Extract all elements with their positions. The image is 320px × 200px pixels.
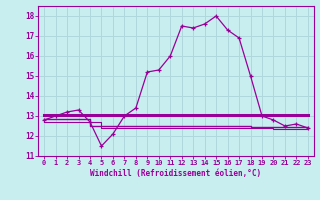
X-axis label: Windchill (Refroidissement éolien,°C): Windchill (Refroidissement éolien,°C) [91, 169, 261, 178]
